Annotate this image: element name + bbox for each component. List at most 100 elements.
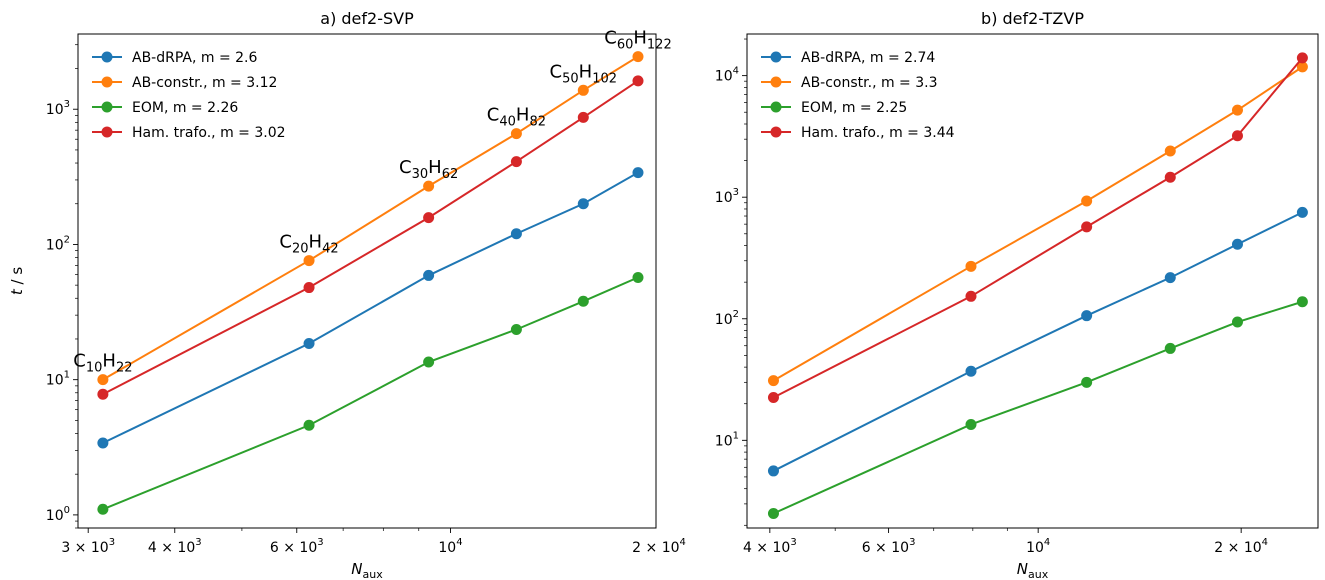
series-line	[773, 57, 1304, 399]
data-point	[1296, 61, 1308, 73]
data-point	[303, 282, 315, 294]
legend-marker	[770, 101, 782, 113]
data-point	[97, 503, 109, 515]
series-line	[102, 55, 639, 381]
data-point	[767, 375, 779, 387]
legend: AB-dRPA, m = 2.74 AB-constr., m = 3.3 EOM,…	[761, 50, 955, 141]
legend-item: AB-constr., m = 3.12	[92, 75, 277, 91]
x-axis-label: Naux	[1017, 560, 1049, 580]
legend-marker	[101, 51, 113, 63]
chart-panel-b: 4 × 103 6 × 103 104 2 × 104 101 102 103 104 b) d…	[715, 9, 1319, 580]
data-point	[577, 295, 589, 307]
legend-item: Ham. trafo., m = 3.02	[92, 125, 286, 141]
data-point	[1231, 104, 1243, 116]
data-point	[303, 338, 315, 350]
molecule-label: C50H102	[550, 61, 618, 86]
x-tick-label: 6 × 103	[270, 537, 324, 556]
data-point	[965, 290, 977, 302]
legend-item: EOM, m = 2.25	[761, 100, 907, 116]
legend-label: AB-constr., m = 3.3	[801, 75, 938, 91]
legend-item: EOM, m = 2.26	[92, 100, 238, 116]
data-point	[1081, 376, 1093, 388]
data-point	[303, 419, 315, 431]
data-point	[767, 465, 779, 477]
legend-item: AB-constr., m = 3.3	[761, 75, 938, 91]
data-point	[632, 51, 644, 63]
y-tick-label: 102	[46, 234, 70, 253]
data-point	[97, 388, 109, 400]
series-1	[97, 51, 644, 386]
series-1	[767, 61, 1308, 387]
plot-frame	[746, 33, 1319, 529]
data-point	[767, 392, 779, 404]
data-point	[510, 128, 522, 140]
data-point	[1296, 206, 1308, 218]
plot-frame	[77, 33, 657, 529]
x-tick-label: 4 × 103	[148, 537, 202, 556]
data-point	[510, 228, 522, 240]
legend-marker	[770, 51, 782, 63]
series-0	[767, 206, 1308, 477]
data-point	[423, 212, 435, 224]
data-point	[97, 437, 109, 449]
molecule-label: C60H122	[604, 28, 672, 53]
legend-marker	[101, 126, 113, 138]
legend-marker	[101, 101, 113, 113]
series-line	[102, 276, 639, 511]
series-3	[97, 75, 644, 400]
data-point	[423, 356, 435, 368]
series-2	[97, 271, 644, 515]
y-tick-label: 101	[46, 370, 70, 389]
data-point	[1081, 310, 1093, 322]
data-point	[632, 271, 644, 283]
y-tick-label: 101	[715, 430, 739, 449]
data-point	[632, 75, 644, 87]
x-tick-label: 2 × 104	[1214, 537, 1268, 556]
series-line	[772, 66, 1303, 382]
series-2	[767, 296, 1308, 520]
x-tick-label: 2 × 104	[632, 537, 686, 556]
data-point	[1164, 342, 1176, 354]
legend-label: AB-constr., m = 3.12	[132, 75, 277, 91]
legend-label: AB-dRPA, m = 2.74	[801, 50, 935, 66]
data-point	[1296, 296, 1308, 308]
series-line	[102, 80, 639, 396]
series-line	[102, 171, 639, 444]
data-point	[423, 180, 435, 192]
legend: AB-dRPA, m = 2.6 AB-constr., m = 3.12 EOM,…	[92, 50, 286, 141]
legend-item: AB-dRPA, m = 2.74	[761, 50, 935, 66]
x-tick-label: 104	[438, 537, 462, 556]
x-tick-label: 6 × 103	[862, 537, 916, 556]
series-line	[773, 300, 1303, 515]
data-point	[1081, 195, 1093, 207]
data-point	[1081, 221, 1093, 233]
chart-title: b) def2-TZVP	[981, 9, 1084, 28]
x-axis-label: Naux	[351, 560, 383, 580]
data-point	[1296, 52, 1308, 64]
data-point	[965, 365, 977, 377]
y-axis-label: t / s	[8, 267, 26, 295]
legend-label: EOM, m = 2.26	[132, 100, 238, 116]
data-point	[1164, 272, 1176, 284]
data-point	[1164, 145, 1176, 157]
chart-title: a) def2-SVP	[320, 9, 414, 28]
legend-label: Ham. trafo., m = 3.02	[132, 125, 286, 141]
legend-marker	[101, 76, 113, 88]
molecule-label: C20H42	[279, 232, 338, 257]
legend-marker	[770, 126, 782, 138]
data-point	[767, 508, 779, 520]
x-tick-label: 104	[1026, 537, 1050, 556]
legend-item: AB-dRPA, m = 2.6	[92, 50, 257, 66]
legend-label: Ham. trafo., m = 3.44	[801, 125, 955, 141]
molecule-label: C10H22	[73, 351, 132, 376]
molecule-label: C30H62	[399, 157, 458, 182]
data-point	[577, 84, 589, 96]
data-point	[1231, 238, 1243, 250]
y-tick-label: 103	[46, 99, 70, 118]
data-point	[632, 167, 644, 179]
legend-item: Ham. trafo., m = 3.44	[761, 125, 955, 141]
y-tick-label: 100	[46, 505, 70, 524]
data-point	[577, 198, 589, 210]
y-tick-label: 103	[715, 187, 739, 206]
